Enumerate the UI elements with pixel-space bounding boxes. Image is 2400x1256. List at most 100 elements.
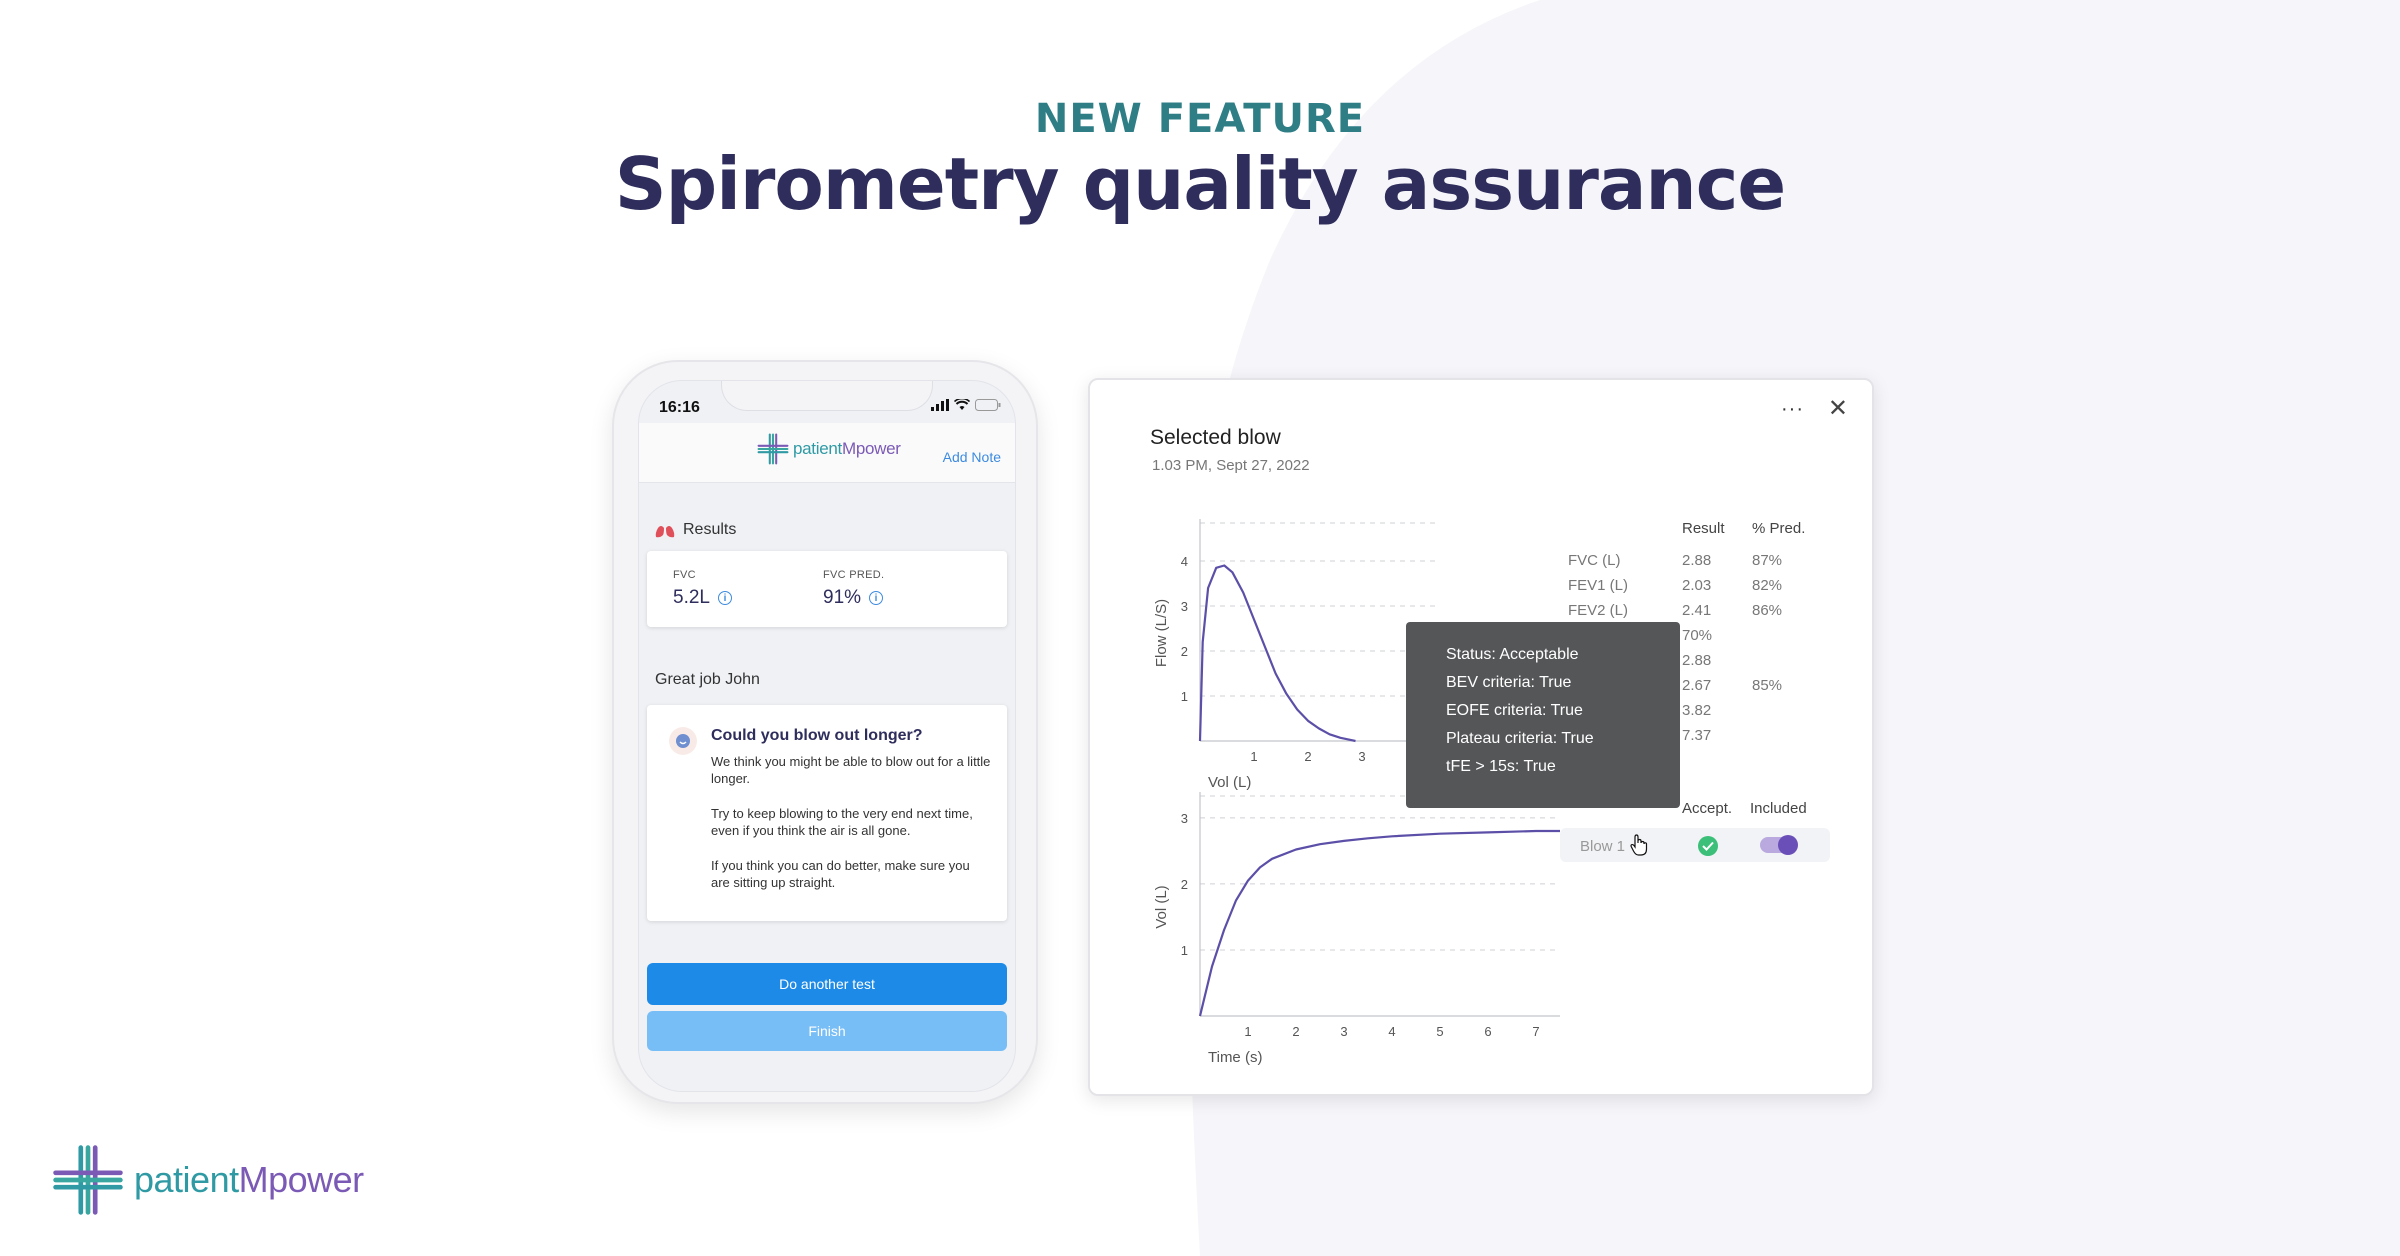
status-icons bbox=[931, 399, 1001, 411]
x-tick-label: 1 bbox=[1244, 1024, 1251, 1039]
table-cell-result: 2.03 bbox=[1682, 577, 1712, 594]
battery-icon bbox=[975, 399, 1001, 411]
metric-fvc: FVC 5.2L i bbox=[673, 569, 732, 609]
phone-notch bbox=[721, 381, 933, 411]
table-cell-result: 2.88 bbox=[1682, 652, 1712, 669]
x-tick-label: 4 bbox=[1388, 1024, 1395, 1039]
panel-timestamp: 1.03 PM, Sept 27, 2022 bbox=[1152, 457, 1310, 474]
flow-volume-chart: 12341234Vol (L)Flow (L/S) bbox=[1153, 519, 1440, 791]
table-cell-label: FEV1 (L) bbox=[1568, 577, 1629, 594]
brand-text-2: Mpower bbox=[238, 1159, 365, 1200]
y-axis-label: Flow (L/S) bbox=[1153, 599, 1170, 667]
y-tick-label: 2 bbox=[1181, 644, 1188, 659]
y-axis-label: Vol (L) bbox=[1153, 885, 1170, 928]
table-cell-pred: 85% bbox=[1752, 677, 1783, 694]
do-another-test-button[interactable]: Do another test bbox=[647, 963, 1007, 1005]
y-tick-label: 3 bbox=[1181, 811, 1188, 826]
phone-screen: 16:16 patientMpower bbox=[638, 380, 1016, 1092]
page-title: Spirometry quality assurance bbox=[614, 142, 1786, 226]
blow-row[interactable]: Blow 1 bbox=[1560, 828, 1830, 862]
app-logo-text-2: Mpower bbox=[841, 439, 901, 458]
app-logo: patientMpower bbox=[757, 433, 901, 465]
app-header: patientMpower Add Note bbox=[639, 423, 1015, 483]
table-header-result: Result bbox=[1682, 520, 1725, 537]
x-tick-label: 3 bbox=[1358, 749, 1365, 764]
tooltip-line: Plateau criteria: True bbox=[1446, 730, 1594, 747]
x-tick-label: 6 bbox=[1484, 1024, 1491, 1039]
greeting-text: Great job John bbox=[655, 671, 760, 688]
y-tick-label: 1 bbox=[1181, 689, 1188, 704]
series-line bbox=[1198, 564, 1356, 743]
table-cell-pred: 87% bbox=[1752, 552, 1783, 569]
message-paragraph: Try to keep blowing to the very end next… bbox=[711, 806, 973, 838]
accepted-check-icon bbox=[1698, 836, 1718, 856]
x-tick-label: 2 bbox=[1304, 749, 1311, 764]
info-icon[interactable]: i bbox=[717, 591, 732, 605]
panel-title: Selected blow bbox=[1150, 426, 1281, 449]
y-tick-label: 3 bbox=[1181, 599, 1188, 614]
close-icon[interactable]: ✕ bbox=[1827, 395, 1848, 422]
hand-cursor-icon bbox=[1630, 834, 1648, 856]
volume-time-chart: 1 2 3 4 5 6 7 1 2 3 Time (s) Vol (L) bbox=[1153, 792, 1560, 1066]
tooltip-line: BEV criteria: True bbox=[1446, 674, 1572, 691]
metric-label: FVC bbox=[673, 569, 696, 581]
message-paragraph: If you think you can do better, make sur… bbox=[711, 858, 970, 890]
message-paragraph: We think you might be able to blow out f… bbox=[711, 754, 991, 786]
metric-label: FVC PRED. bbox=[823, 569, 885, 581]
phone-mockup: 16:16 patientMpower bbox=[612, 360, 1038, 1104]
table-cell-result: 70% bbox=[1682, 627, 1713, 644]
table-cell-result: 2.88 bbox=[1682, 552, 1712, 569]
x-tick-label: 3 bbox=[1340, 1024, 1347, 1039]
blow-label: Blow 1 bbox=[1580, 838, 1626, 855]
status-bar: 16:16 bbox=[639, 381, 1015, 425]
table-cell-result: 7.37 bbox=[1682, 727, 1712, 744]
series-line bbox=[1198, 829, 1560, 1017]
brand-text-1: patient bbox=[134, 1159, 239, 1200]
tooltip-line: tFE > 15s: True bbox=[1446, 758, 1556, 775]
table-cell-label: FEV2 (L) bbox=[1568, 602, 1629, 619]
metric-fvc-pred: FVC PRED. 91% i bbox=[823, 569, 884, 609]
y-tick-label: 2 bbox=[1181, 877, 1188, 892]
tooltip-line: Status: Acceptable bbox=[1446, 646, 1579, 663]
table-cell-result: 2.41 bbox=[1682, 602, 1712, 619]
blow-quality-tooltip: Status: Acceptable BEV criteria: True EO… bbox=[1406, 622, 1680, 808]
y-tick-label: 1 bbox=[1181, 943, 1188, 958]
message-title: Could you blow out longer? bbox=[711, 727, 923, 744]
info-icon[interactable]: i bbox=[869, 591, 884, 605]
table-cell-result: 3.82 bbox=[1682, 702, 1712, 719]
table-cell-pred: 82% bbox=[1752, 577, 1783, 594]
results-heading: Results bbox=[655, 521, 736, 539]
table-cell-pred: 86% bbox=[1752, 602, 1783, 619]
plus-cross-logo-icon bbox=[757, 433, 789, 465]
metric-value: 5.2L bbox=[673, 587, 710, 608]
more-options-icon[interactable]: ··· bbox=[1781, 398, 1804, 420]
blows-header-accept: Accept. bbox=[1682, 800, 1733, 817]
table-cell-label: FVC (L) bbox=[1568, 552, 1621, 569]
finish-button[interactable]: Finish bbox=[647, 1011, 1007, 1051]
coaching-message-card: Could you blow out longer? We think you … bbox=[647, 705, 1007, 921]
plus-cross-logo-icon bbox=[53, 1145, 123, 1215]
status-time: 16:16 bbox=[659, 399, 700, 416]
x-tick-label: 2 bbox=[1292, 1024, 1299, 1039]
x-axis-label: Vol (L) bbox=[1208, 774, 1251, 791]
y-tick-label: 4 bbox=[1181, 554, 1188, 569]
brand-logo: patientMpower bbox=[52, 1144, 364, 1216]
table-header-pred: % Pred. bbox=[1752, 520, 1806, 537]
coach-avatar-icon bbox=[669, 727, 697, 755]
x-tick-label: 1 bbox=[1250, 749, 1257, 764]
blows-header-included: Included bbox=[1750, 800, 1807, 817]
metric-value: 91% bbox=[823, 587, 862, 608]
add-note-link[interactable]: Add Note bbox=[942, 449, 1001, 465]
table-cell-result: 2.67 bbox=[1682, 677, 1712, 694]
tooltip-line: EOFE criteria: True bbox=[1446, 702, 1583, 719]
signal-icon bbox=[931, 399, 949, 411]
selected-blow-panel: Selected blow 1.03 PM, Sept 27, 2022 ···… bbox=[1088, 378, 1874, 1096]
app-logo-text-1: patient bbox=[793, 439, 842, 458]
x-axis-label: Time (s) bbox=[1208, 1049, 1262, 1066]
x-tick-label: 7 bbox=[1532, 1024, 1539, 1039]
included-toggle[interactable] bbox=[1760, 835, 1798, 855]
results-card: FVC 5.2L i FVC PRED. 91% i bbox=[647, 551, 1007, 627]
eyebrow-label: NEW FEATURE bbox=[1034, 96, 1366, 142]
wifi-icon bbox=[954, 399, 970, 410]
